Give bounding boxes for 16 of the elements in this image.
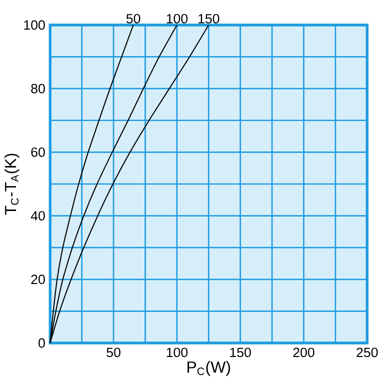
x-tick-label: 50	[106, 348, 120, 358]
y-tick-label: 80	[31, 84, 45, 94]
x-tick-label: 100	[166, 348, 188, 358]
y-tick-label: 20	[31, 274, 45, 284]
x-tick-label: 200	[293, 348, 314, 358]
series-label: 50	[126, 14, 140, 24]
x-tick-label: 250	[356, 348, 378, 358]
series-label: 100	[166, 14, 188, 24]
y-tick-label: 40	[30, 211, 45, 221]
x-tick-label: 150	[230, 348, 251, 358]
y-tick-label: 100	[24, 20, 45, 30]
x-axis-title: P$_{C}$(W)	[187, 360, 230, 376]
y-tick-label: 60	[31, 147, 45, 157]
series-label: 150	[198, 14, 220, 24]
y-axis-title: T$_{C}$-T$_{A}$(K)	[4, 154, 20, 215]
y-tick-label: 0	[38, 338, 45, 348]
